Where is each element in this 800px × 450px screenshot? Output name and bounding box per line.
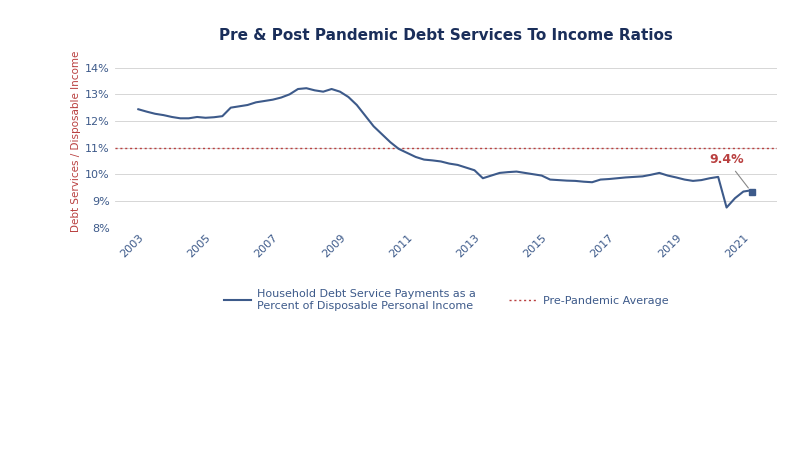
Legend: Household Debt Service Payments as a
Percent of Disposable Personal Income, Pre-: Household Debt Service Payments as a Per… bbox=[219, 285, 673, 315]
Text: 9.4%: 9.4% bbox=[710, 153, 749, 188]
Y-axis label: Debt Services / Disposable Income: Debt Services / Disposable Income bbox=[71, 50, 81, 232]
Title: Pre & Post Pandemic Debt Services To Income Ratios: Pre & Post Pandemic Debt Services To Inc… bbox=[219, 28, 673, 44]
